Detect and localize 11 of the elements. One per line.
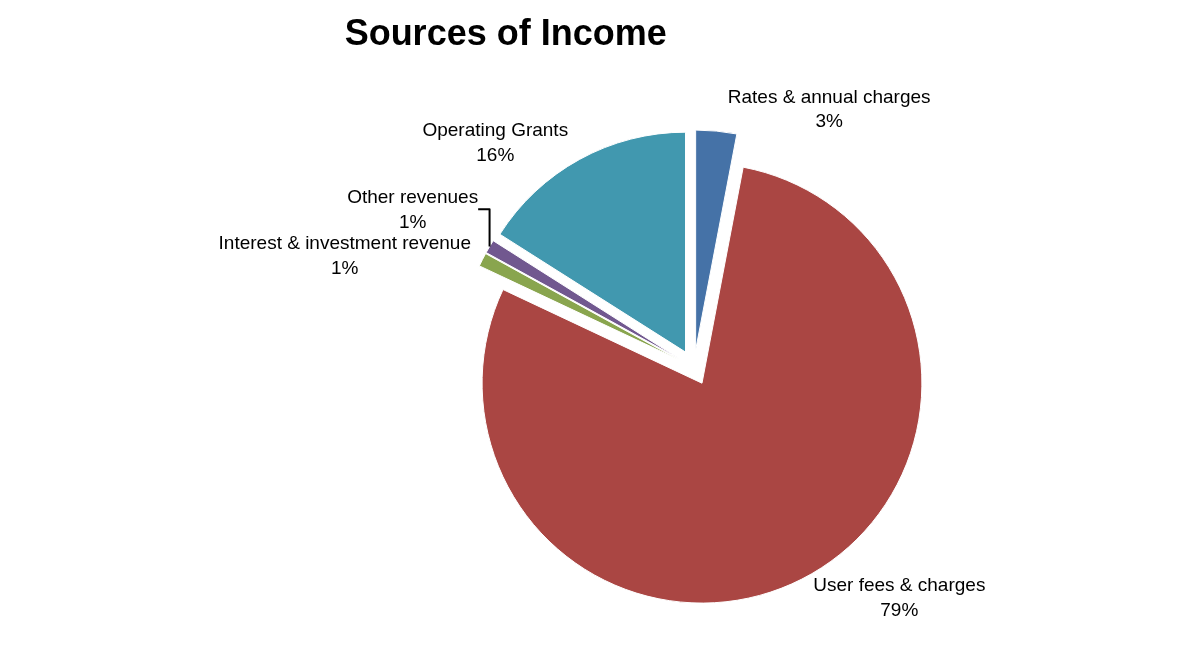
slice-label: Rates & annual charges	[727, 85, 931, 107]
data-label: 1%	[331, 256, 359, 278]
slice-label: Interest & investment revenue	[218, 232, 471, 254]
data-label: 1%	[398, 211, 427, 233]
data-label: 3%	[815, 110, 844, 132]
slice-label: Other revenues	[347, 186, 479, 208]
data-label: 16%	[476, 143, 515, 165]
slice-label: User fees & charges	[813, 574, 986, 596]
slice-label: Operating Grants	[422, 118, 569, 140]
chart-title: Sources of Income	[344, 12, 667, 53]
data-label: 79%	[880, 599, 919, 621]
